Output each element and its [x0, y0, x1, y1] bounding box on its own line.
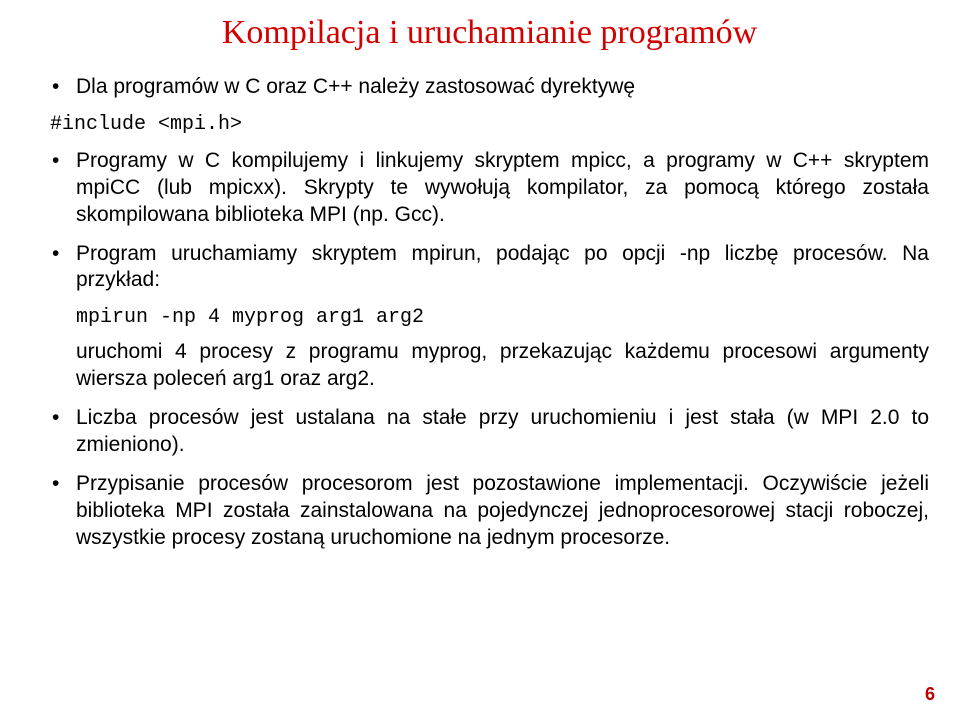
- slide-title: Kompilacja i uruchamianie programów: [50, 14, 929, 52]
- bullet-list-2: Programy w C kompilujemy i linkujemy skr…: [50, 148, 929, 294]
- bullet-item-3: Program uruchamiamy skryptem mpirun, pod…: [50, 241, 929, 295]
- bullet-item-4: Liczba procesów jest ustalana na stałe p…: [50, 405, 929, 459]
- page-number: 6: [925, 684, 935, 705]
- code-include: #include <mpi.h>: [50, 113, 929, 136]
- bullet-item-1: Dla programów w C oraz C++ należy zastos…: [50, 74, 929, 101]
- bullet-item-5: Przypisanie procesów procesorom jest poz…: [50, 471, 929, 552]
- bullet-item-2: Programy w C kompilujemy i linkujemy skr…: [50, 148, 929, 229]
- page-container: Kompilacja i uruchamianie programów Dla …: [0, 0, 959, 715]
- code-mpirun: mpirun -np 4 myprog arg1 arg2: [76, 306, 929, 329]
- bullet3-subtext: uruchomi 4 procesy z programu myprog, pr…: [76, 339, 929, 393]
- bullet-list-3: Liczba procesów jest ustalana na stałe p…: [50, 405, 929, 551]
- bullet-list: Dla programów w C oraz C++ należy zastos…: [50, 74, 929, 101]
